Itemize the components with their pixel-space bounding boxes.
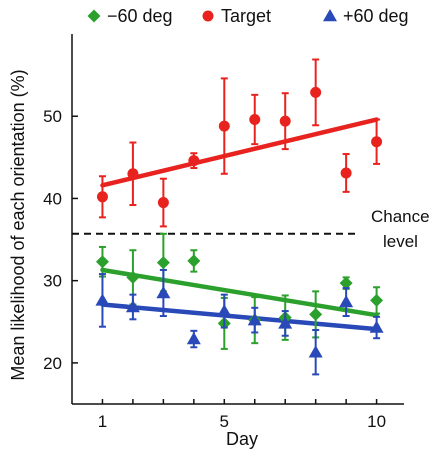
data-point — [217, 304, 232, 317]
data-point — [340, 167, 352, 179]
data-point — [339, 295, 354, 308]
data-point — [310, 86, 322, 98]
data-point — [156, 286, 171, 299]
y-tick-label: 20 — [43, 354, 62, 373]
data-point — [308, 345, 323, 358]
data-point — [309, 307, 323, 321]
data-point — [339, 276, 353, 290]
chance-level-label-line2: level — [383, 232, 418, 251]
axes: 20 30 40 50 1 5 10 — [43, 34, 404, 431]
y-tick-label: 30 — [43, 272, 62, 291]
x-tick-label: 10 — [367, 412, 386, 431]
fit-line — [100, 302, 379, 332]
data-point — [369, 320, 384, 333]
x-axis-label: Day — [226, 429, 258, 449]
legend: −60 deg Target +60 deg — [87, 6, 409, 26]
x-tick-label: 1 — [98, 412, 107, 431]
data-point — [127, 168, 139, 180]
fit-line — [100, 117, 379, 188]
data-point — [218, 120, 230, 132]
legend-marker — [202, 10, 214, 22]
legend-marker — [87, 9, 101, 23]
chance-level-label-line1: Chance — [371, 207, 430, 226]
legend-marker — [323, 9, 337, 22]
data-point — [247, 313, 262, 326]
data-point — [156, 256, 170, 270]
legend-label: −60 deg — [107, 6, 173, 26]
data-point — [186, 332, 201, 345]
data-point — [157, 197, 169, 209]
y-tick-label: 50 — [43, 107, 62, 126]
data-point — [125, 299, 140, 313]
legend-label: Target — [221, 6, 271, 26]
data-point — [126, 270, 140, 284]
legend-label: +60 deg — [343, 6, 409, 26]
fit-line — [100, 267, 379, 318]
data-point — [95, 293, 110, 306]
data-point — [278, 316, 293, 329]
data-point — [96, 191, 108, 203]
data-point — [188, 155, 200, 167]
x-tick-label: 5 — [220, 412, 229, 431]
data-point — [249, 114, 261, 126]
plot-area — [72, 58, 384, 376]
data-point — [279, 115, 291, 127]
data-point — [95, 255, 109, 269]
data-point — [371, 136, 383, 148]
y-tick-label: 40 — [43, 189, 62, 208]
data-point — [187, 254, 201, 268]
data-point — [370, 293, 384, 307]
y-axis-label: Mean likelihood of each orientation (%) — [8, 69, 28, 380]
